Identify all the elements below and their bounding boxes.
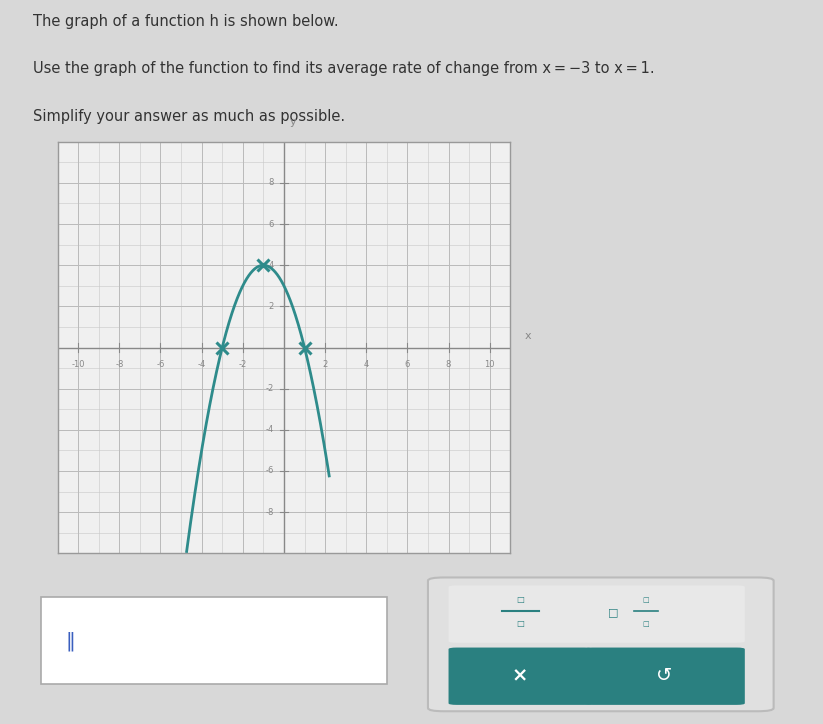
Text: 4: 4 [364, 360, 369, 369]
Text: Simplify your answer as much as possible.: Simplify your answer as much as possible… [33, 109, 345, 125]
FancyBboxPatch shape [449, 647, 593, 705]
Text: □: □ [643, 620, 649, 627]
Text: x: x [525, 332, 532, 341]
Text: y: y [291, 117, 297, 127]
Text: 2: 2 [268, 302, 273, 311]
Text: 4: 4 [268, 261, 273, 270]
Text: 2: 2 [323, 360, 328, 369]
Text: -2: -2 [239, 360, 247, 369]
Text: -8: -8 [265, 508, 273, 517]
FancyBboxPatch shape [584, 647, 745, 705]
Text: □: □ [608, 607, 618, 618]
FancyBboxPatch shape [449, 586, 593, 643]
Text: -2: -2 [265, 384, 273, 393]
Text: □: □ [516, 619, 524, 628]
Text: □: □ [643, 597, 649, 603]
Text: 10: 10 [485, 360, 495, 369]
Text: -6: -6 [156, 360, 165, 369]
Text: -10: -10 [72, 360, 85, 369]
Text: Use the graph of the function to find its average rate of change from x = −3 to : Use the graph of the function to find it… [33, 61, 654, 76]
Text: 8: 8 [268, 178, 273, 188]
FancyBboxPatch shape [428, 578, 774, 711]
Text: 6: 6 [405, 360, 410, 369]
Text: ×: × [512, 666, 528, 685]
Text: 6: 6 [268, 219, 273, 229]
FancyBboxPatch shape [41, 597, 387, 684]
Text: -6: -6 [265, 466, 273, 476]
Text: The graph of a function h is shown below.: The graph of a function h is shown below… [33, 14, 338, 30]
Text: ‖: ‖ [65, 631, 75, 651]
Text: 8: 8 [446, 360, 451, 369]
Text: -4: -4 [198, 360, 206, 369]
Text: □: □ [516, 595, 524, 605]
FancyBboxPatch shape [584, 586, 745, 643]
Text: -8: -8 [115, 360, 123, 369]
Text: -4: -4 [265, 425, 273, 434]
Text: ↺: ↺ [656, 666, 672, 685]
